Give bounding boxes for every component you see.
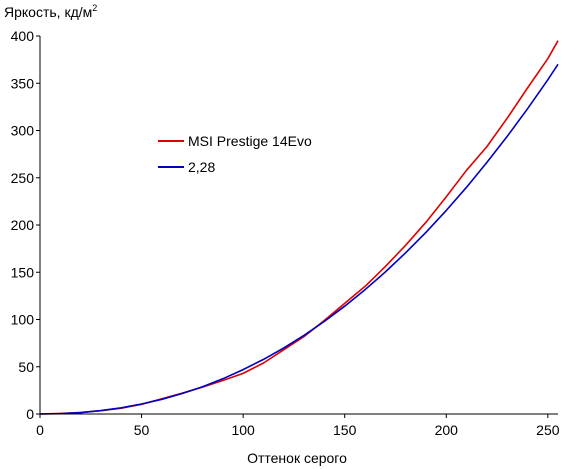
series-line-0 [39,40,559,415]
y-tick-label: 400 [11,28,35,44]
y-tick-label: 150 [11,264,35,280]
x-tick-label: 100 [231,422,255,438]
y-tick-label: 50 [18,359,34,375]
y-axis: 0 50 100 150 200 250 300 350 400 [11,28,41,422]
y-axis-title-superscript: 2 [92,3,97,13]
legend-label-1: 2,28 [188,159,215,175]
y-tick-label: 200 [11,217,35,233]
series-line-1 [39,63,559,415]
legend-label-0: MSI Prestige 14Evo [188,133,312,149]
y-tick-label: 250 [11,170,35,186]
y-axis-title: Яркость, кд/м2 [4,3,97,20]
x-axis-title: Оттенок серого [247,450,347,466]
y-tick-label: 350 [11,75,35,91]
plot-area [39,40,559,415]
x-tick-label: 200 [435,422,459,438]
x-tick-label: 50 [134,422,150,438]
y-tick-label: 300 [11,123,35,139]
y-tick-label: 0 [26,406,34,422]
x-tick-label: 250 [536,422,560,438]
x-axis: 0 50 100 150 200 250 [36,413,560,438]
y-tick-label: 100 [11,312,35,328]
legend: MSI Prestige 14Evo 2,28 [158,133,312,175]
x-tick-label: 0 [36,422,44,438]
x-tick-label: 150 [333,422,357,438]
